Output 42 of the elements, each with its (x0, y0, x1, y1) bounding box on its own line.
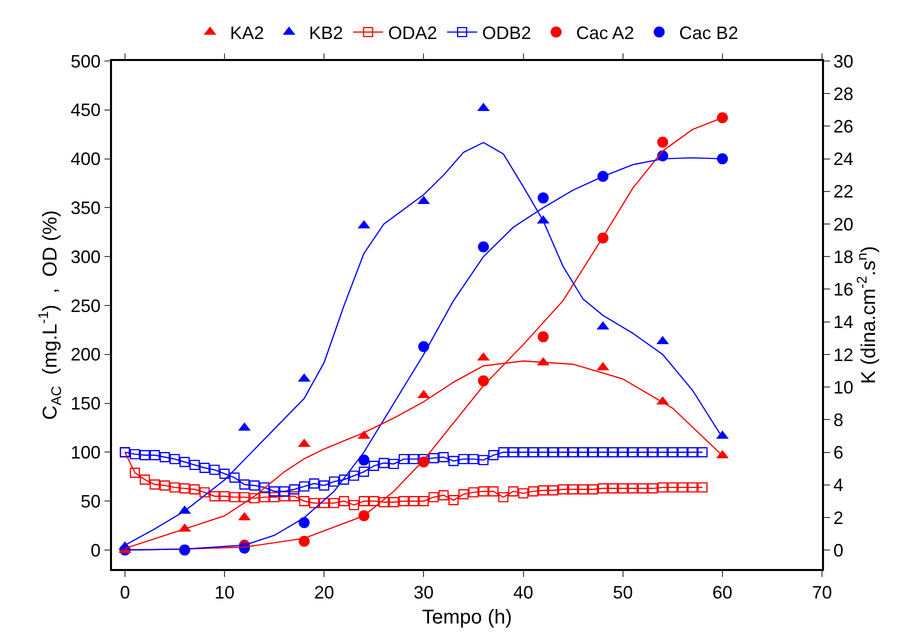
x-tick-label: 0 (120, 582, 130, 602)
y2-tick-label: 14 (833, 312, 854, 332)
y-tick-label: 50 (80, 491, 101, 512)
y2-tick-label: 16 (833, 280, 854, 300)
legend-label: Cac A2 (576, 23, 634, 44)
y2-tick-label: 24 (833, 149, 854, 170)
y2-tick-label: 22 (833, 182, 854, 202)
y2-tick-label: 12 (833, 344, 854, 365)
x-tick-label: 10 (214, 582, 235, 602)
x-axis-title: Tempo (h) (422, 606, 512, 628)
y-tick-label: 150 (70, 394, 101, 414)
x-tick-label: 30 (414, 582, 434, 602)
y2-tick-label: 20 (833, 214, 854, 234)
y-tick-label: 100 (70, 442, 101, 463)
y2-tick-label: 28 (833, 84, 854, 104)
legend-label: ODA2 (388, 23, 438, 44)
x-tick-label: 20 (314, 582, 334, 602)
y2-tick-label: 6 (833, 442, 844, 463)
y-tick-label: 400 (70, 149, 101, 170)
y-tick-label: 350 (70, 198, 101, 218)
y-tick-label: 500 (70, 51, 101, 72)
y2-tick-label: 2 (833, 508, 844, 528)
x-tick-label: 50 (612, 582, 633, 602)
y-tick-label: 0 (90, 540, 101, 560)
y2-tick-label: 10 (833, 377, 854, 398)
x-tick-label: 60 (712, 582, 732, 602)
y2-tick-label: 30 (833, 51, 854, 72)
x-tick-label: 70 (812, 582, 832, 602)
legend-label: KA2 (230, 23, 264, 44)
legend-label: KB2 (309, 23, 344, 44)
y2-tick-label: 4 (833, 475, 844, 496)
x-tick-label: 40 (513, 582, 534, 602)
y-tick-label: 450 (70, 100, 101, 120)
y-tick-label: 300 (70, 246, 101, 267)
legend-label: Cac B2 (679, 23, 738, 44)
y-tick-label: 250 (70, 296, 101, 316)
y2-tick-label: 18 (833, 246, 854, 267)
legend-label: ODB2 (482, 23, 532, 44)
y2-tick-label: 26 (833, 116, 854, 137)
y2-tick-label: 0 (833, 540, 844, 560)
y2-tick-label: 8 (833, 410, 844, 430)
y-tick-label: 200 (70, 344, 101, 365)
